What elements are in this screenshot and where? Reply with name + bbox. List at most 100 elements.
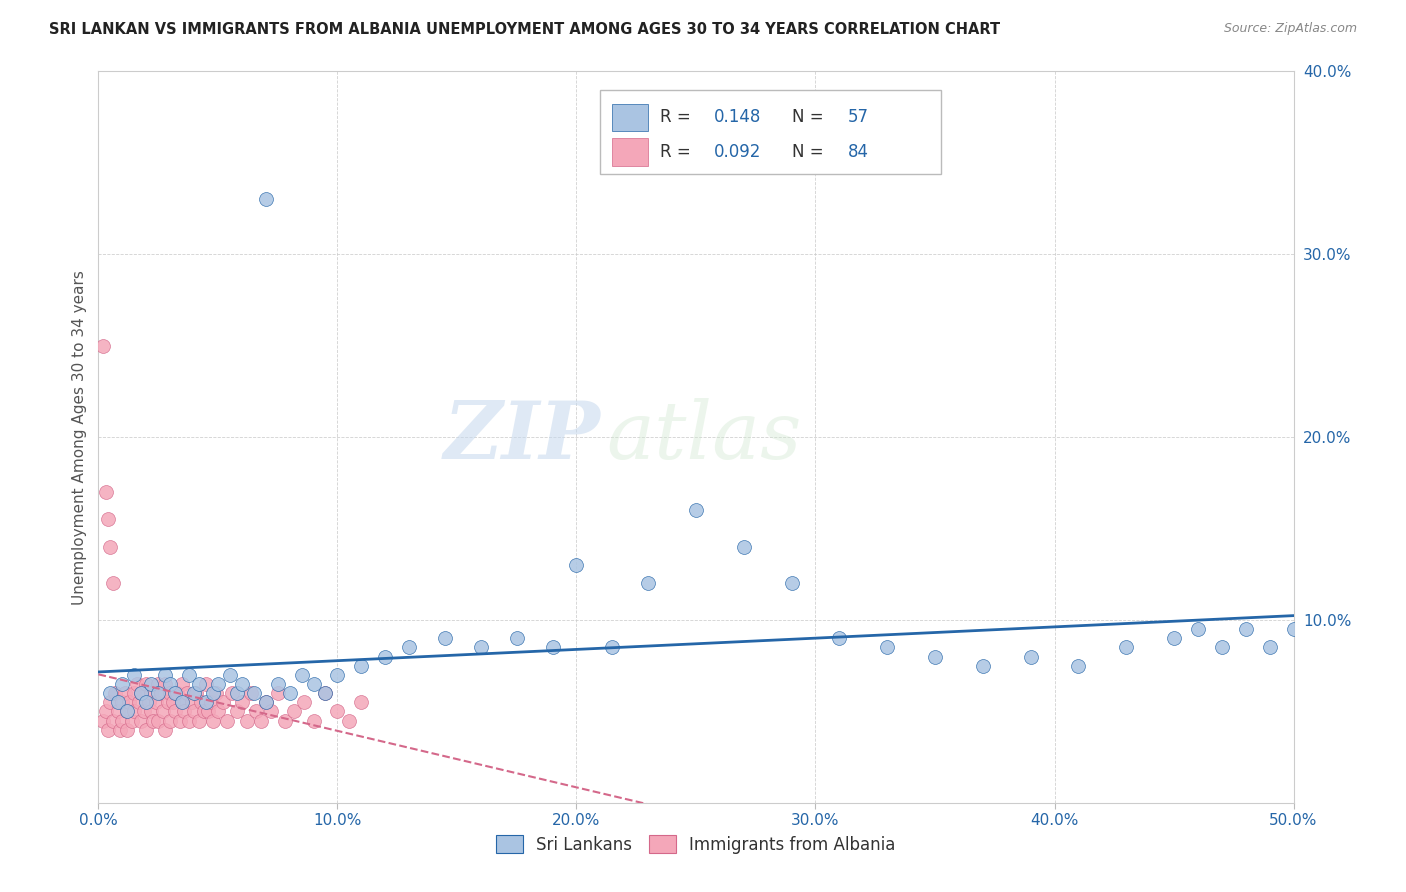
- Point: [254, 192, 277, 206]
- Point: [283, 705, 305, 719]
- Point: [1234, 622, 1257, 636]
- Point: [197, 705, 219, 719]
- Point: [132, 705, 155, 719]
- Point: [186, 686, 208, 700]
- Point: [98, 540, 122, 554]
- Point: [278, 686, 301, 700]
- Point: [163, 686, 186, 700]
- Point: [326, 705, 349, 719]
- Point: [243, 686, 266, 700]
- Text: ZIP: ZIP: [443, 399, 600, 475]
- Point: [159, 714, 181, 728]
- Point: [159, 686, 181, 700]
- Point: [245, 705, 267, 719]
- Point: [339, 714, 361, 728]
- Point: [541, 640, 564, 655]
- Point: [155, 677, 177, 691]
- Point: [124, 686, 146, 700]
- Point: [1187, 622, 1209, 636]
- Point: [131, 714, 153, 728]
- Point: [121, 714, 143, 728]
- Point: [250, 714, 273, 728]
- Point: [131, 686, 153, 700]
- Point: [924, 649, 946, 664]
- Point: [111, 677, 134, 691]
- Point: [148, 714, 170, 728]
- Point: [291, 667, 314, 681]
- Point: [231, 695, 253, 709]
- Point: [172, 695, 194, 709]
- Point: [138, 695, 160, 709]
- Y-axis label: Unemployment Among Ages 30 to 34 years: Unemployment Among Ages 30 to 34 years: [72, 269, 87, 605]
- Point: [221, 686, 243, 700]
- Point: [434, 632, 457, 646]
- Point: [101, 576, 124, 591]
- Point: [108, 723, 131, 737]
- Point: [195, 695, 218, 709]
- Text: R =: R =: [661, 109, 696, 127]
- Point: [180, 695, 202, 709]
- Point: [142, 714, 165, 728]
- Point: [315, 686, 337, 700]
- Point: [172, 677, 194, 691]
- Point: [183, 686, 205, 700]
- Point: [148, 686, 170, 700]
- Point: [470, 640, 492, 655]
- Point: [115, 705, 138, 719]
- Point: [374, 649, 396, 664]
- Point: [155, 667, 177, 681]
- Point: [207, 705, 229, 719]
- Point: [125, 677, 148, 691]
- Point: [166, 686, 188, 700]
- Point: [139, 705, 162, 719]
- Point: [187, 677, 209, 691]
- Point: [204, 686, 226, 700]
- Point: [114, 686, 136, 700]
- Point: [226, 686, 249, 700]
- Point: [1258, 640, 1281, 655]
- Point: [876, 640, 898, 655]
- Point: [302, 677, 325, 691]
- Point: [97, 723, 120, 737]
- Point: [240, 686, 263, 700]
- Point: [91, 338, 114, 352]
- Point: [179, 714, 201, 728]
- Text: N =: N =: [792, 109, 828, 127]
- Text: Source: ZipAtlas.com: Source: ZipAtlas.com: [1223, 22, 1357, 36]
- Point: [506, 632, 529, 646]
- Text: N =: N =: [792, 143, 828, 161]
- Point: [162, 695, 184, 709]
- Point: [274, 714, 297, 728]
- Point: [187, 714, 209, 728]
- Point: [235, 714, 257, 728]
- Point: [1163, 632, 1185, 646]
- Point: [179, 667, 201, 681]
- Point: [780, 576, 803, 591]
- Point: [107, 705, 129, 719]
- Point: [163, 705, 186, 719]
- Legend: Sri Lankans, Immigrants from Albania: Sri Lankans, Immigrants from Albania: [489, 829, 903, 860]
- FancyBboxPatch shape: [613, 138, 648, 166]
- Point: [98, 686, 122, 700]
- Point: [1019, 649, 1042, 664]
- Point: [195, 677, 218, 691]
- Point: [156, 695, 179, 709]
- Point: [115, 705, 138, 719]
- Text: 57: 57: [848, 109, 869, 127]
- Point: [149, 686, 172, 700]
- Point: [176, 686, 198, 700]
- Point: [828, 632, 851, 646]
- Point: [1282, 622, 1305, 636]
- Text: 84: 84: [848, 143, 869, 161]
- Point: [159, 677, 181, 691]
- Point: [145, 695, 167, 709]
- Point: [169, 714, 191, 728]
- Point: [94, 485, 117, 500]
- Point: [254, 695, 277, 709]
- Point: [124, 705, 146, 719]
- Point: [398, 640, 420, 655]
- Point: [602, 640, 624, 655]
- Point: [267, 677, 290, 691]
- Point: [152, 705, 174, 719]
- Point: [1067, 658, 1090, 673]
